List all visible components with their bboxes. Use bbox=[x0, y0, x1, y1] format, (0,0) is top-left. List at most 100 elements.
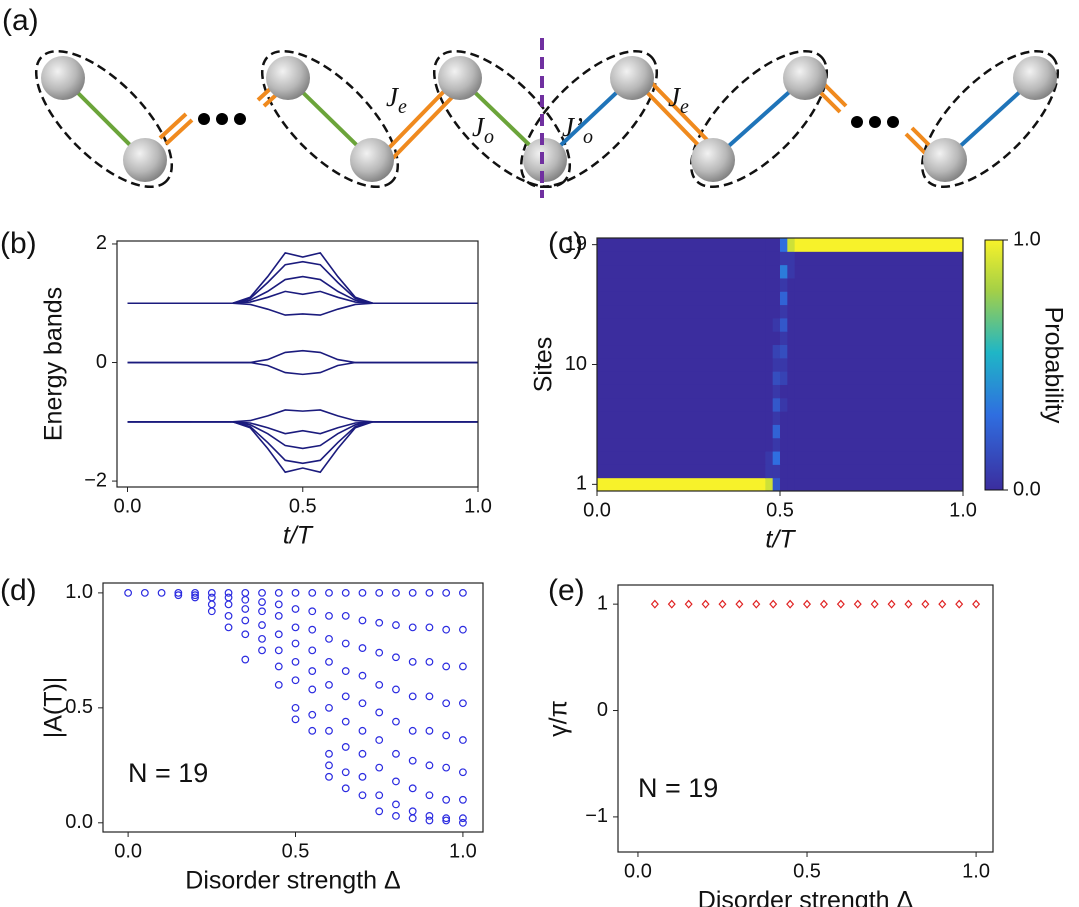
coupling-symbol: J bbox=[386, 82, 400, 112]
coupling-subscript: e bbox=[398, 96, 407, 118]
coupling-subscript: o bbox=[583, 126, 593, 148]
circle-point bbox=[375, 763, 384, 772]
heat-cell bbox=[772, 397, 781, 412]
heat-cell bbox=[794, 238, 964, 252]
heat-cell bbox=[765, 371, 774, 385]
circle-point bbox=[241, 605, 250, 613]
colorbar-label: Probability bbox=[1039, 307, 1067, 424]
band-line bbox=[127, 302, 478, 316]
heat-cell bbox=[765, 317, 774, 332]
circle-point bbox=[425, 761, 434, 770]
heat-cell bbox=[787, 451, 796, 465]
heat-cell bbox=[772, 371, 781, 385]
circle-point bbox=[191, 593, 199, 602]
heat-cell bbox=[787, 397, 796, 412]
heat-cell bbox=[597, 331, 766, 346]
x-tick-label: 0.5 bbox=[289, 495, 317, 517]
y-tick-label: 0.5 bbox=[65, 696, 93, 718]
panel-label: (a) bbox=[2, 4, 39, 37]
diamond-point bbox=[803, 599, 812, 609]
circle-point bbox=[325, 703, 333, 712]
circle-point bbox=[442, 588, 451, 597]
y-axis-label: Energy bands bbox=[40, 287, 68, 441]
band-line bbox=[127, 420, 478, 465]
heat-cell bbox=[787, 251, 796, 266]
x-tick-label: 0.5 bbox=[282, 840, 310, 862]
heat-cell bbox=[772, 277, 781, 292]
circle-point bbox=[274, 588, 283, 597]
circle-point bbox=[174, 588, 183, 597]
circle-point bbox=[325, 611, 333, 620]
circle-point bbox=[408, 657, 417, 666]
circle-point bbox=[392, 588, 400, 597]
heat-cell bbox=[794, 384, 964, 399]
circle-point bbox=[358, 749, 367, 758]
circle-point bbox=[408, 623, 417, 632]
diamond-point bbox=[853, 599, 862, 609]
circle-point bbox=[274, 662, 283, 671]
heat-cell bbox=[597, 357, 766, 372]
heat-cell bbox=[765, 277, 774, 292]
heat-cell bbox=[765, 291, 774, 306]
circle-point bbox=[291, 605, 300, 613]
circle-point bbox=[375, 708, 384, 717]
panel-label: (e) bbox=[548, 574, 585, 607]
heat-cell bbox=[772, 464, 781, 479]
chain-diagram bbox=[34, 38, 1060, 198]
heat-cell bbox=[597, 464, 766, 479]
circle-point bbox=[408, 726, 417, 735]
y-tick-label: 0 bbox=[597, 699, 608, 721]
heat-cell bbox=[780, 397, 788, 412]
x-tick-label: 0.0 bbox=[583, 499, 611, 521]
circle-point bbox=[375, 588, 384, 597]
heat-cell bbox=[765, 357, 774, 372]
heat-cell bbox=[597, 264, 766, 279]
diamond-point bbox=[870, 599, 879, 609]
heat-cell bbox=[787, 331, 796, 346]
band-line bbox=[127, 420, 478, 450]
heat-cell bbox=[772, 424, 781, 439]
heat-cell bbox=[787, 357, 796, 372]
band-line bbox=[127, 420, 478, 435]
circle-point bbox=[325, 680, 333, 689]
circle-point bbox=[224, 611, 233, 620]
x-tick-label: 1.0 bbox=[949, 499, 977, 521]
circle-point bbox=[241, 630, 250, 639]
colorbar-tick-label: 0.0 bbox=[1013, 478, 1041, 500]
heat-cell bbox=[787, 264, 796, 279]
heat-cell bbox=[794, 291, 964, 306]
heat-cell bbox=[787, 384, 796, 399]
x-axis-label: t/T bbox=[283, 522, 314, 550]
heat-cell bbox=[765, 411, 774, 425]
circle-point bbox=[375, 736, 384, 744]
heat-cell bbox=[597, 344, 766, 359]
band-line bbox=[127, 349, 478, 364]
heat-cell bbox=[794, 304, 964, 319]
y-tick-label: 1 bbox=[576, 473, 587, 495]
heat-cell bbox=[765, 464, 774, 479]
circle-point bbox=[341, 717, 350, 726]
diamond-point bbox=[955, 599, 964, 609]
circle-point bbox=[375, 680, 384, 689]
y-tick-label: 19 bbox=[565, 233, 587, 255]
heat-cell bbox=[597, 477, 766, 492]
panel-label: (d) bbox=[0, 574, 37, 607]
circle-point bbox=[308, 667, 317, 675]
heat-cell bbox=[787, 371, 796, 385]
circle-point bbox=[375, 807, 384, 816]
diamond-point bbox=[684, 599, 693, 609]
circle-point bbox=[291, 588, 300, 597]
circle-point bbox=[207, 607, 216, 616]
diamond-point bbox=[887, 599, 896, 609]
circle-point bbox=[408, 784, 417, 793]
heat-cell bbox=[794, 464, 964, 479]
circle-point bbox=[358, 791, 367, 800]
annotation: N = 19 bbox=[128, 758, 208, 788]
heat-cell bbox=[794, 424, 964, 439]
band-line bbox=[127, 420, 478, 474]
colorbar bbox=[984, 239, 1004, 491]
circle-point bbox=[191, 591, 199, 600]
circle-point bbox=[258, 646, 266, 655]
heat-cell bbox=[794, 331, 964, 346]
coupling-label: Je bbox=[386, 82, 407, 117]
